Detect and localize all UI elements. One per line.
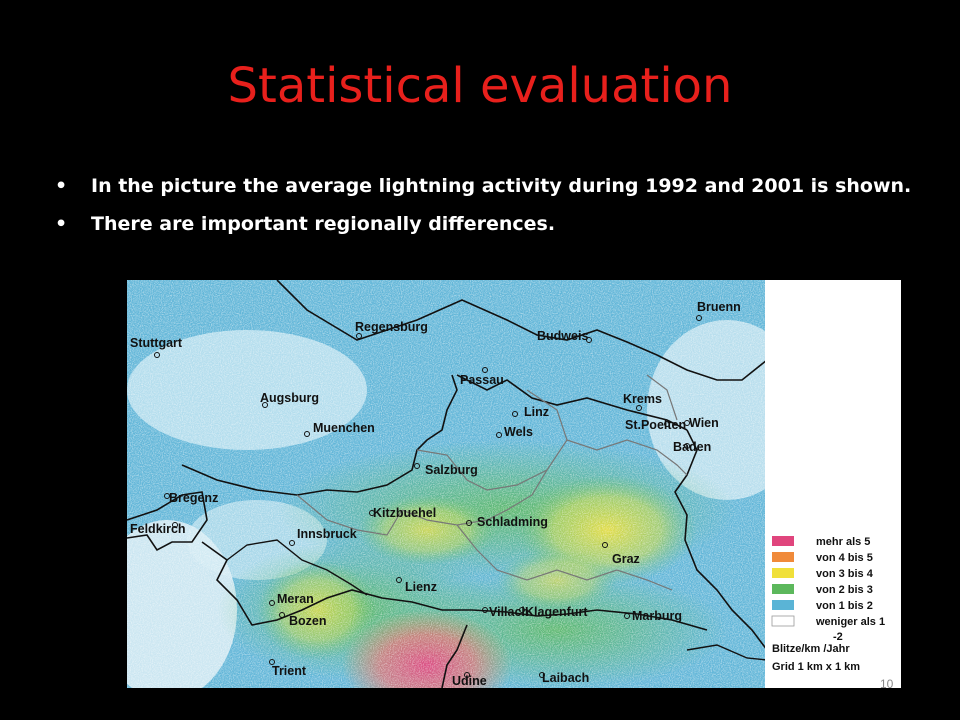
legend-grid: Grid 1 km x 1 km: [772, 661, 860, 673]
legend-label: von 1 bis 2: [816, 600, 873, 612]
province-border: [566, 439, 688, 476]
city-label-augsburg: Augsburg: [260, 391, 319, 405]
legend: mehr als 5 von 4 bis 5 von 3 bis 4 von 2…: [771, 536, 885, 673]
border-line: [276, 280, 768, 381]
legend-swatch: [772, 552, 794, 562]
legend-swatch: [772, 536, 794, 546]
city-label-wels: Wels: [504, 425, 533, 439]
bullet-text: There are important regionally differenc…: [91, 213, 556, 235]
border-line: [181, 374, 458, 496]
city-label-laibach: Laibach: [542, 671, 589, 685]
city-markers: [154, 315, 702, 678]
city-label-kitzbuehel: Kitzbuehel: [373, 506, 436, 520]
city-label-marburg: Marburg: [632, 609, 682, 623]
legend-swatch: [772, 568, 794, 578]
city-label-linz: Linz: [524, 405, 549, 419]
legend-label: weniger als 1: [815, 616, 885, 628]
province-border: [401, 389, 568, 526]
legend-unit-exponent: -2: [833, 631, 843, 643]
province-border: [416, 449, 548, 491]
bullet-item: • In the picture the average lightning ac…: [55, 174, 911, 198]
city-label-meran: Meran: [277, 592, 314, 606]
legend-swatch: [772, 584, 794, 594]
city-label-bruenn: Bruenn: [697, 300, 741, 314]
border-line: [686, 644, 768, 661]
city-label-salzburg: Salzburg: [425, 463, 478, 477]
city-label-budweis: Budweis: [537, 329, 588, 343]
bullet-dot: •: [55, 213, 68, 235]
border-line: [456, 374, 688, 431]
province-border: [456, 524, 673, 591]
lightning-map: Bruenn Regensburg Stuttgart Budweis Pass…: [127, 280, 901, 688]
city-label-bregenz: Bregenz: [169, 491, 218, 505]
border-line: [226, 539, 368, 596]
bullet-text: In the picture the average lightning act…: [91, 175, 912, 197]
city-label-muenchen: Muenchen: [313, 421, 375, 435]
city-label-stuttgart: Stuttgart: [130, 336, 183, 350]
city-label-udine: Udine: [452, 674, 487, 688]
bullet-list: • In the picture the average lightning ac…: [55, 174, 911, 250]
city-label-bozen: Bozen: [289, 614, 327, 628]
legend-unit: Blitze/km /Jahr: [772, 643, 850, 655]
city-label-klagenfurt: Klagenfurt: [525, 605, 588, 619]
border-line: [674, 429, 768, 651]
bullet-dot: •: [55, 175, 68, 197]
legend-label: von 2 bis 3: [816, 584, 873, 596]
city-label-st-poelten: St.Poelten: [625, 418, 686, 432]
legend-label: mehr als 5: [816, 536, 870, 548]
border-line: [127, 491, 208, 552]
city-label-trient: Trient: [272, 664, 307, 678]
province-border: [296, 494, 403, 536]
city-label-innsbruck: Innsbruck: [297, 527, 357, 541]
city-label-baden: Baden: [673, 440, 711, 454]
city-label-feldkirch: Feldkirch: [130, 522, 186, 536]
city-label-regensburg: Regensburg: [355, 320, 428, 334]
city-label-graz: Graz: [612, 552, 640, 566]
legend-label: von 3 bis 4: [816, 568, 874, 580]
city-labels: Bruenn Regensburg Stuttgart Budweis Pass…: [130, 300, 741, 688]
page-number: 10: [880, 677, 894, 691]
city-label-krems: Krems: [623, 392, 662, 406]
speckle-overlay: [127, 280, 767, 688]
legend-swatch: [772, 600, 794, 610]
city-label-schladming: Schladming: [477, 515, 548, 529]
border-line: [441, 624, 468, 688]
map-svg: Bruenn Regensburg Stuttgart Budweis Pass…: [127, 280, 901, 688]
city-label-wien: Wien: [689, 416, 719, 430]
legend-label: von 4 bis 5: [816, 552, 873, 564]
province-border: [646, 374, 678, 421]
city-label-passau: Passau: [460, 373, 504, 387]
city-label-lienz: Lienz: [405, 580, 437, 594]
slide-title: Statistical evaluation: [227, 58, 733, 114]
legend-swatch: [771, 615, 795, 627]
border-line: [201, 541, 708, 631]
bullet-item: • There are important regionally differen…: [55, 212, 911, 236]
city-label-villach: Villach: [489, 605, 529, 619]
